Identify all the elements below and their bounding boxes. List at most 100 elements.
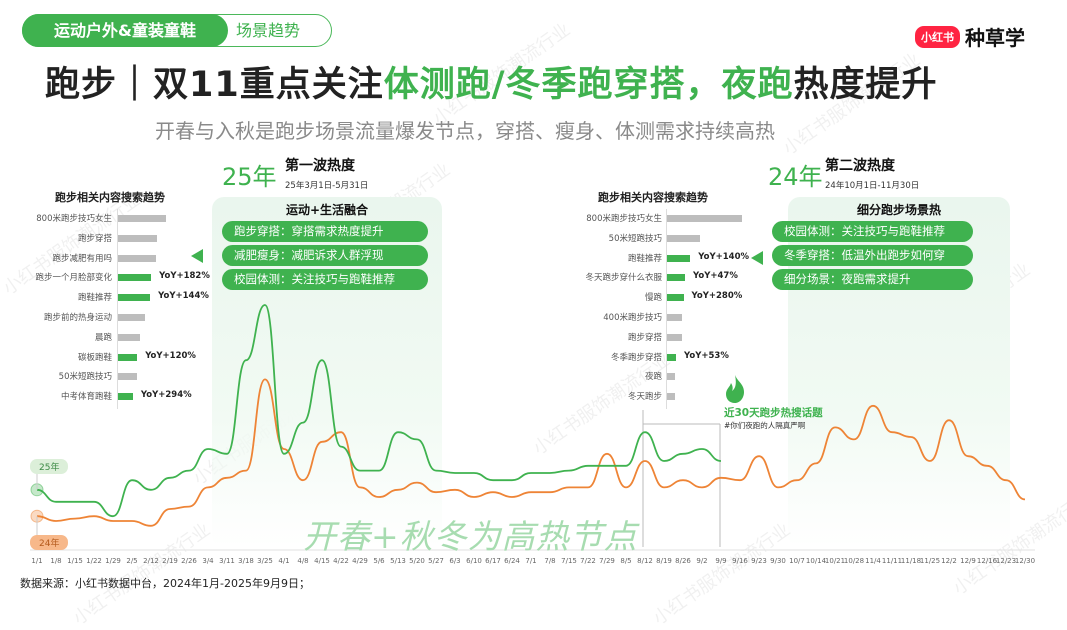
x-tick-label: 10/21 [824, 557, 846, 565]
bar-label: 跑鞋推荐 [77, 293, 112, 304]
pointer-right-icon [751, 251, 763, 265]
bar [667, 274, 685, 282]
bar-label: 夜跑 [644, 372, 662, 383]
x-tick-label: 8/5 [620, 557, 632, 565]
bar [667, 215, 742, 222]
bar [667, 234, 700, 242]
x-tick-label: 7/15 [561, 557, 577, 565]
x-tick-label: 8/26 [675, 557, 691, 565]
wave2-point: 校园体测：关注技巧与跑鞋推荐 [772, 221, 973, 242]
bar-label: 跑步穿搭 [77, 233, 112, 244]
x-tick-label: 10/28 [843, 557, 865, 565]
bar-label: 跑步一个月脸部变化 [35, 273, 112, 284]
wave1-point: 校园体测：关注技巧与跑鞋推荐 [222, 269, 428, 290]
bar [667, 254, 691, 262]
x-tick-label: 11/4 [865, 557, 881, 565]
wave1-year: 25年 [222, 163, 277, 191]
bar [667, 353, 676, 361]
x-tick-label: 4/8 [297, 557, 309, 565]
bar [118, 393, 133, 401]
page-subtitle: 开春与入秋是跑步场景流量爆发节点，穿搭、瘦身、体测需求持续高热 [155, 119, 775, 143]
wave1-date: 25年3月1日-5月31日 [285, 181, 369, 191]
wave1-title: 第一波热度 [285, 158, 355, 174]
bar-label: 800米跑步技巧女生 [586, 214, 662, 224]
x-tick-label: 11/11 [881, 557, 903, 565]
x-tick-label: 5/20 [409, 557, 425, 565]
bar-axis [666, 209, 667, 409]
x-tick-label: 4/15 [314, 557, 330, 565]
x-tick-label: 5/6 [373, 557, 385, 565]
bar-label: 碳板跑鞋 [77, 352, 112, 363]
x-tick-label: 12/16 [976, 557, 998, 565]
legend-25: 25年 [30, 459, 69, 474]
bar-label: 50米短跑技巧 [608, 233, 662, 244]
bar-label: 冬天跑步 [627, 392, 662, 403]
yoy-label: YoY+280% [691, 291, 743, 302]
x-tick-label: 4/29 [352, 557, 368, 565]
x-tick-label: 3/11 [219, 557, 235, 565]
hot-topic-tag: #你们夜跑的人隔真严啊 [724, 421, 806, 430]
section-tag: 场景趋势 [236, 21, 301, 40]
wave2-date: 24年10月1日-11月30日 [825, 181, 920, 191]
yoy-label: YoY+140% [698, 251, 750, 262]
bar-label: 800米跑步技巧女生 [36, 214, 112, 224]
hot-topic-title: 近30天跑步热搜话题 [724, 407, 823, 419]
highlight-note: 开春+秋冬为高热节点 [303, 517, 638, 556]
x-tick-label: 3/18 [238, 557, 254, 565]
flame-icon [726, 375, 744, 403]
yoy-label: YoY+294% [140, 390, 192, 401]
logo-badge: 小红书 [915, 25, 960, 48]
yoy-label: YoY+144% [158, 291, 209, 302]
bar-label: 跑步前的热身运动 [43, 313, 112, 323]
x-tick-label: 5/27 [428, 557, 444, 565]
yoy-label: YoY+53% [684, 350, 729, 361]
pointer-left-icon [191, 249, 203, 263]
x-tick-label: 11/18 [900, 557, 922, 565]
title-highlight: 体测跑/冬季跑穿搭，夜跑 [383, 65, 794, 105]
bar [667, 373, 676, 381]
x-tick-label: 1/29 [105, 557, 121, 565]
x-tick-label: 1/22 [86, 557, 102, 565]
bar-label: 慢跑 [644, 293, 662, 304]
x-tick-label: 9/30 [770, 557, 786, 565]
bar-label: 跑步穿搭 [627, 332, 662, 343]
x-tick-label: 1/8 [50, 557, 62, 565]
bar [118, 353, 138, 361]
bar-label: 400米跑步技巧 [603, 313, 662, 323]
wave2-title: 第二波热度 [825, 158, 895, 174]
yoy-label: YoY+120% [145, 350, 196, 361]
x-tick-label: 2/19 [162, 557, 178, 565]
x-tick-label: 11/25 [919, 557, 941, 565]
x-tick-label: 9/2 [696, 557, 708, 565]
line-chart [30, 304, 1035, 551]
bar [667, 333, 682, 341]
x-tick-label: 1/15 [67, 557, 83, 565]
x-tick-label: 7/1 [525, 557, 537, 565]
title-part3: 热度提升 [793, 65, 938, 105]
brand-logo: 小红书 种草学 [915, 22, 1025, 51]
x-tick-label: 2/5 [126, 557, 138, 565]
legend-24: 24年 [30, 535, 69, 550]
bar [118, 373, 138, 381]
bar-label: 跑鞋推荐 [627, 253, 662, 264]
x-tick-label: 5/13 [390, 557, 406, 565]
x-tick-label: 9/9 [715, 557, 727, 565]
x-tick-label: 2/26 [181, 557, 197, 565]
wave1-point: 减肥瘦身：减肥诉求人群浮现 [222, 245, 428, 266]
wave1-panel-title: 运动+生活融合 [285, 203, 369, 217]
bar [118, 234, 157, 242]
bar-label: 晨跑 [94, 332, 112, 343]
logo-text: 种草学 [965, 26, 1025, 50]
left-bar-title: 跑步相关内容搜索趋势 [55, 191, 165, 204]
x-tick-label: 3/4 [202, 557, 214, 565]
x-tick-label: 4/22 [333, 557, 349, 565]
bar [118, 294, 151, 302]
x-tick-label: 6/17 [485, 557, 501, 565]
wave2-year: 24年 [768, 163, 823, 191]
bar-label: 冬季跑步穿搭 [610, 352, 662, 363]
wave1-point: 跑步穿搭：穿搭需求热度提升 [222, 221, 428, 242]
x-tick-label: 6/24 [504, 557, 520, 565]
x-tick-label: 12/30 [1014, 557, 1036, 565]
page-title: 跑步｜双11重点关注体测跑/冬季跑穿搭，夜跑热度提升 [45, 56, 938, 107]
x-tick-label: 12/23 [995, 557, 1017, 565]
